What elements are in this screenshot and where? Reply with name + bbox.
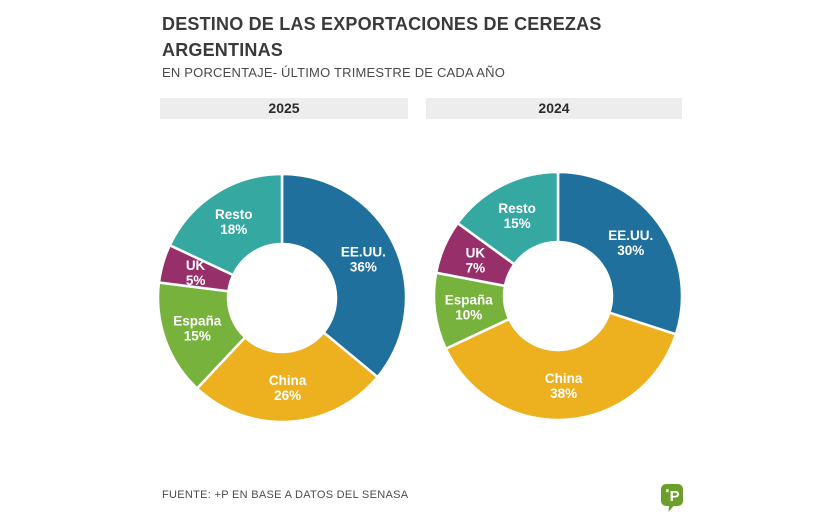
slice-label: UK 7%: [466, 245, 486, 275]
year-header-2024: 2024: [426, 98, 682, 119]
donut-slice-resto: [456, 170, 560, 266]
slice-label: China 26%: [269, 373, 307, 403]
donut-slice-china: [195, 331, 379, 424]
slice-label: UK 5%: [186, 258, 206, 288]
publisher-logo: P: [661, 484, 683, 512]
donut-slice-resto: [168, 172, 284, 277]
page-title: DESTINO DE LAS EXPORTACIONES DE CEREZAS …: [162, 14, 602, 60]
slice-label: Resto 18%: [215, 207, 253, 237]
slice-label: Resto 15%: [498, 201, 536, 231]
source-note: FUENTE: +P EN BASE A DATOS DEL SENASA: [162, 489, 409, 501]
slice-label: España 10%: [445, 292, 494, 322]
logo-accent-mark: [666, 489, 669, 493]
slice-label: EE.UU. 36%: [341, 245, 386, 275]
slice-label: China 38%: [545, 371, 583, 401]
donut-slice-china: [444, 311, 678, 422]
page-subtitle: EN PORCENTAJE- ÚLTIMO TRIMESTRE DE CADA …: [162, 65, 506, 80]
year-header-2025: 2025: [160, 98, 408, 119]
donut-slice-eeuu: [280, 172, 408, 379]
logo-letter: P: [670, 488, 680, 505]
slice-label: EE.UU. 30%: [608, 228, 653, 258]
slice-label: España 15%: [173, 313, 222, 343]
donut-chart-2024: EE.UU. 30% China 38% España 10% UK 7% Resto 15%: [432, 170, 684, 422]
donut-chart-2025: EE.UU. 36% China 26% España 15% UK 5% Resto 18%: [156, 172, 408, 424]
donut-slice-eeuu: [556, 170, 684, 336]
